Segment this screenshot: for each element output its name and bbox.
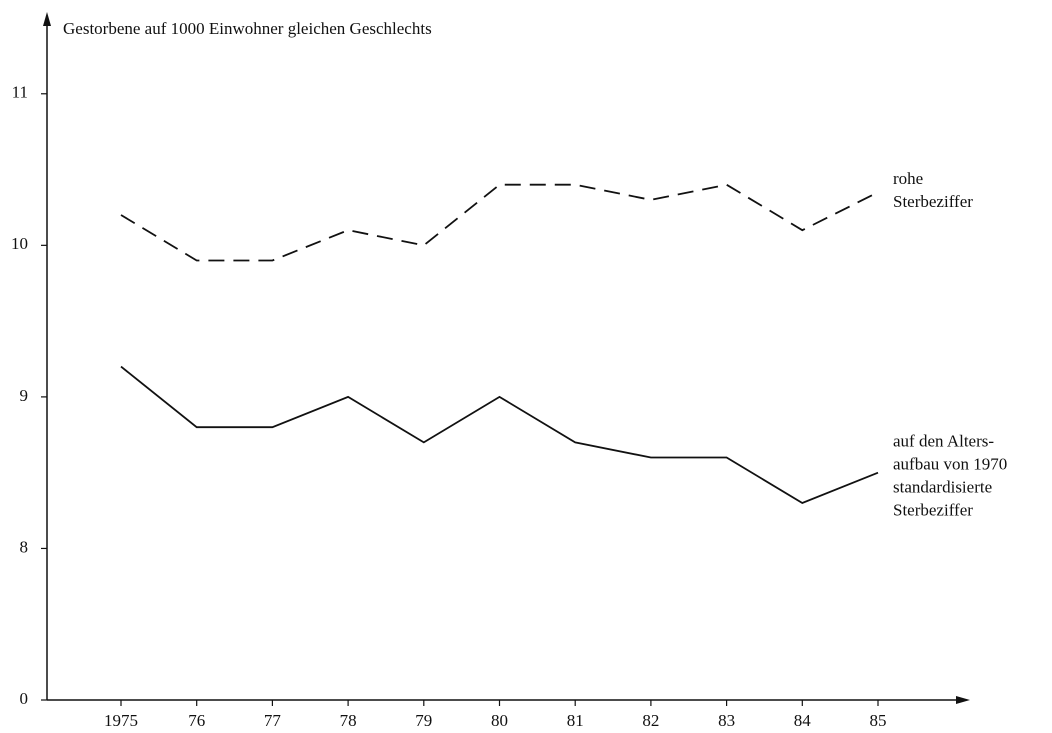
x-axis-arrow bbox=[956, 696, 970, 704]
x-tick-label: 1975 bbox=[104, 711, 138, 730]
y-tick-label: 11 bbox=[12, 83, 28, 102]
y-tick-label: 10 bbox=[11, 234, 28, 253]
x-tick-label: 76 bbox=[188, 711, 205, 730]
series-label: aufbau von 1970 bbox=[893, 455, 1007, 474]
series-label: rohe bbox=[893, 169, 923, 188]
y-tick-label: 9 bbox=[20, 386, 29, 405]
x-tick-label: 81 bbox=[567, 711, 584, 730]
y-tick-label: 8 bbox=[20, 537, 29, 556]
series-label: Sterbeziffer bbox=[893, 192, 973, 211]
y-tick-label: 0 bbox=[20, 689, 29, 708]
x-tick-label: 80 bbox=[491, 711, 508, 730]
series-label: auf den Alters- bbox=[893, 432, 994, 451]
data-line bbox=[120, 183, 879, 262]
y-axis-arrow bbox=[43, 12, 51, 26]
x-tick-label: 83 bbox=[718, 711, 735, 730]
x-tick-label: 84 bbox=[794, 711, 812, 730]
series-label: Sterbeziffer bbox=[893, 501, 973, 520]
data-line bbox=[120, 365, 879, 504]
x-tick-label: 78 bbox=[340, 711, 357, 730]
x-tick-label: 85 bbox=[870, 711, 887, 730]
x-tick-label: 79 bbox=[415, 711, 432, 730]
x-tick-label: 77 bbox=[264, 711, 282, 730]
series-label: standardisierte bbox=[893, 478, 992, 497]
chart-title: Gestorbene auf 1000 Einwohner gleichen G… bbox=[63, 19, 432, 38]
x-tick-label: 82 bbox=[642, 711, 659, 730]
